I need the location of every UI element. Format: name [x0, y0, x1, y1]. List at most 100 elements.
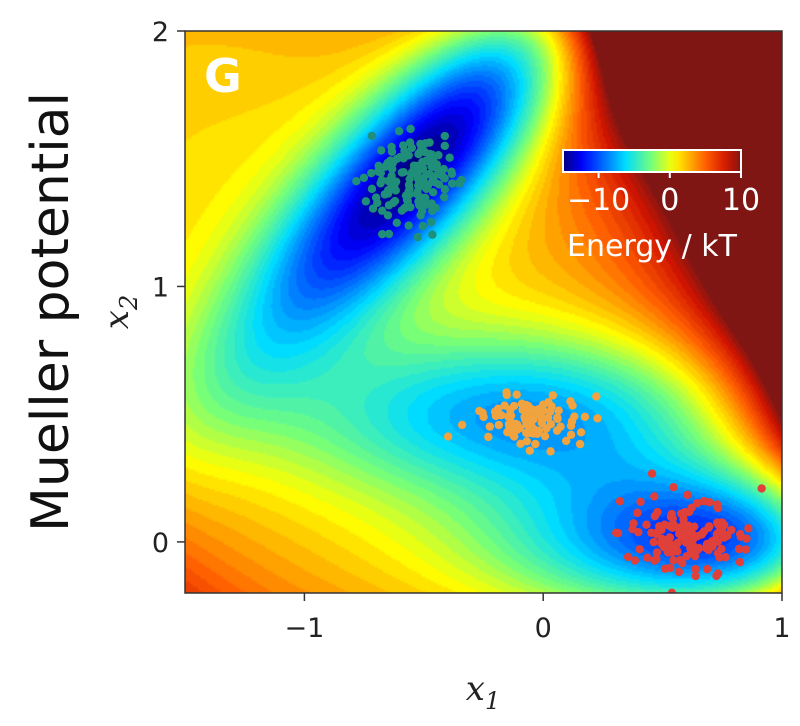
sample-point: [652, 548, 662, 557]
y-axis-label-subscript: 2: [115, 295, 143, 311]
sample-point: [633, 508, 642, 518]
sample-point: [630, 556, 640, 565]
sample-point: [522, 428, 531, 438]
sample-point: [440, 141, 449, 151]
sample-point: [534, 405, 543, 414]
sample-point: [711, 535, 720, 544]
sample-point: [525, 446, 535, 455]
sample-point: [706, 541, 715, 550]
sample-point: [457, 420, 467, 430]
sample-point: [404, 151, 413, 160]
colorbar-tick-label: −10: [567, 183, 630, 218]
sample-point: [693, 532, 702, 541]
sample-points: [352, 124, 766, 593]
colorbar-tick-label: 10: [722, 183, 760, 218]
sample-point: [677, 532, 686, 541]
sample-point: [440, 131, 450, 141]
sample-point: [400, 204, 409, 213]
sample-point: [742, 534, 751, 543]
sample-point: [683, 490, 692, 500]
sample-point: [667, 509, 676, 519]
sample-point: [377, 206, 387, 215]
sample-point: [395, 152, 405, 162]
sample-point: [721, 553, 730, 562]
sample-point: [418, 157, 427, 167]
sample-point: [686, 543, 695, 553]
sample-point: [679, 515, 688, 524]
sample-point: [516, 439, 525, 449]
sample-point: [413, 165, 422, 174]
sample-point: [566, 421, 576, 431]
sample-point: [414, 175, 423, 184]
sample-point: [434, 180, 444, 189]
sample-point: [407, 143, 417, 153]
sample-point: [537, 418, 547, 428]
sample-point: [665, 533, 675, 542]
sample-point: [413, 232, 422, 242]
sample-point: [537, 412, 546, 422]
sample-point: [373, 198, 382, 208]
sample-point: [391, 186, 400, 195]
sample-point: [553, 414, 562, 424]
sample-point: [405, 174, 414, 184]
sample-point: [540, 431, 550, 441]
sample-point: [527, 405, 536, 414]
sample-point: [427, 206, 437, 216]
sample-point: [717, 544, 726, 554]
sample-point: [699, 496, 709, 506]
sample-point: [388, 159, 397, 168]
sample-point: [432, 160, 441, 169]
y-tick-label: 0: [152, 528, 169, 559]
y-tick-label: 2: [152, 17, 169, 48]
sample-point: [491, 411, 501, 421]
x-tick-label: 0: [535, 613, 552, 644]
sample-point: [561, 436, 571, 446]
sample-point: [359, 173, 369, 182]
sample-point: [387, 142, 396, 152]
sample-point: [392, 218, 401, 228]
sample-point: [650, 492, 659, 501]
sample-point: [416, 211, 425, 220]
sample-point: [522, 437, 532, 446]
sample-point: [428, 230, 437, 239]
sample-point: [528, 429, 538, 438]
colorbar-tick-label: 0: [660, 183, 679, 218]
sample-point: [404, 221, 413, 230]
sample-cluster: [443, 388, 602, 456]
sample-point: [757, 484, 766, 493]
sample-point: [552, 426, 562, 435]
sample-point: [383, 211, 393, 220]
sample-point: [687, 503, 696, 513]
sample-point: [636, 497, 645, 507]
y-axis-label: x2: [97, 295, 143, 329]
sample-point: [593, 414, 602, 423]
sample-point: [384, 229, 394, 239]
sample-point: [642, 520, 651, 529]
sample-point: [384, 201, 394, 210]
sample-point: [669, 483, 678, 492]
sample-point: [643, 553, 652, 562]
sample-point: [704, 523, 713, 533]
sample-point: [681, 538, 691, 547]
sample-point: [502, 388, 511, 397]
y-tick-label: 1: [152, 272, 169, 303]
sample-point: [445, 153, 454, 162]
sample-point: [428, 171, 437, 181]
sample-point: [376, 179, 385, 188]
sample-point: [440, 192, 449, 202]
x-tick-label: 1: [773, 613, 790, 644]
colorbar: −10 0 10 Energy / kT: [562, 149, 760, 264]
sample-point: [576, 428, 586, 437]
sample-point: [623, 552, 633, 562]
sample-point: [383, 186, 393, 195]
sample-point: [554, 406, 563, 415]
y-axis-label-base: x: [97, 310, 137, 329]
sample-point: [566, 397, 575, 406]
sample-point: [420, 147, 429, 157]
x-tick-label: −1: [284, 613, 324, 644]
sample-point: [440, 185, 450, 194]
sample-point: [367, 131, 377, 141]
y-axis: 0 1 2: [152, 17, 185, 559]
sample-point: [691, 564, 700, 574]
sample-point: [406, 124, 415, 134]
